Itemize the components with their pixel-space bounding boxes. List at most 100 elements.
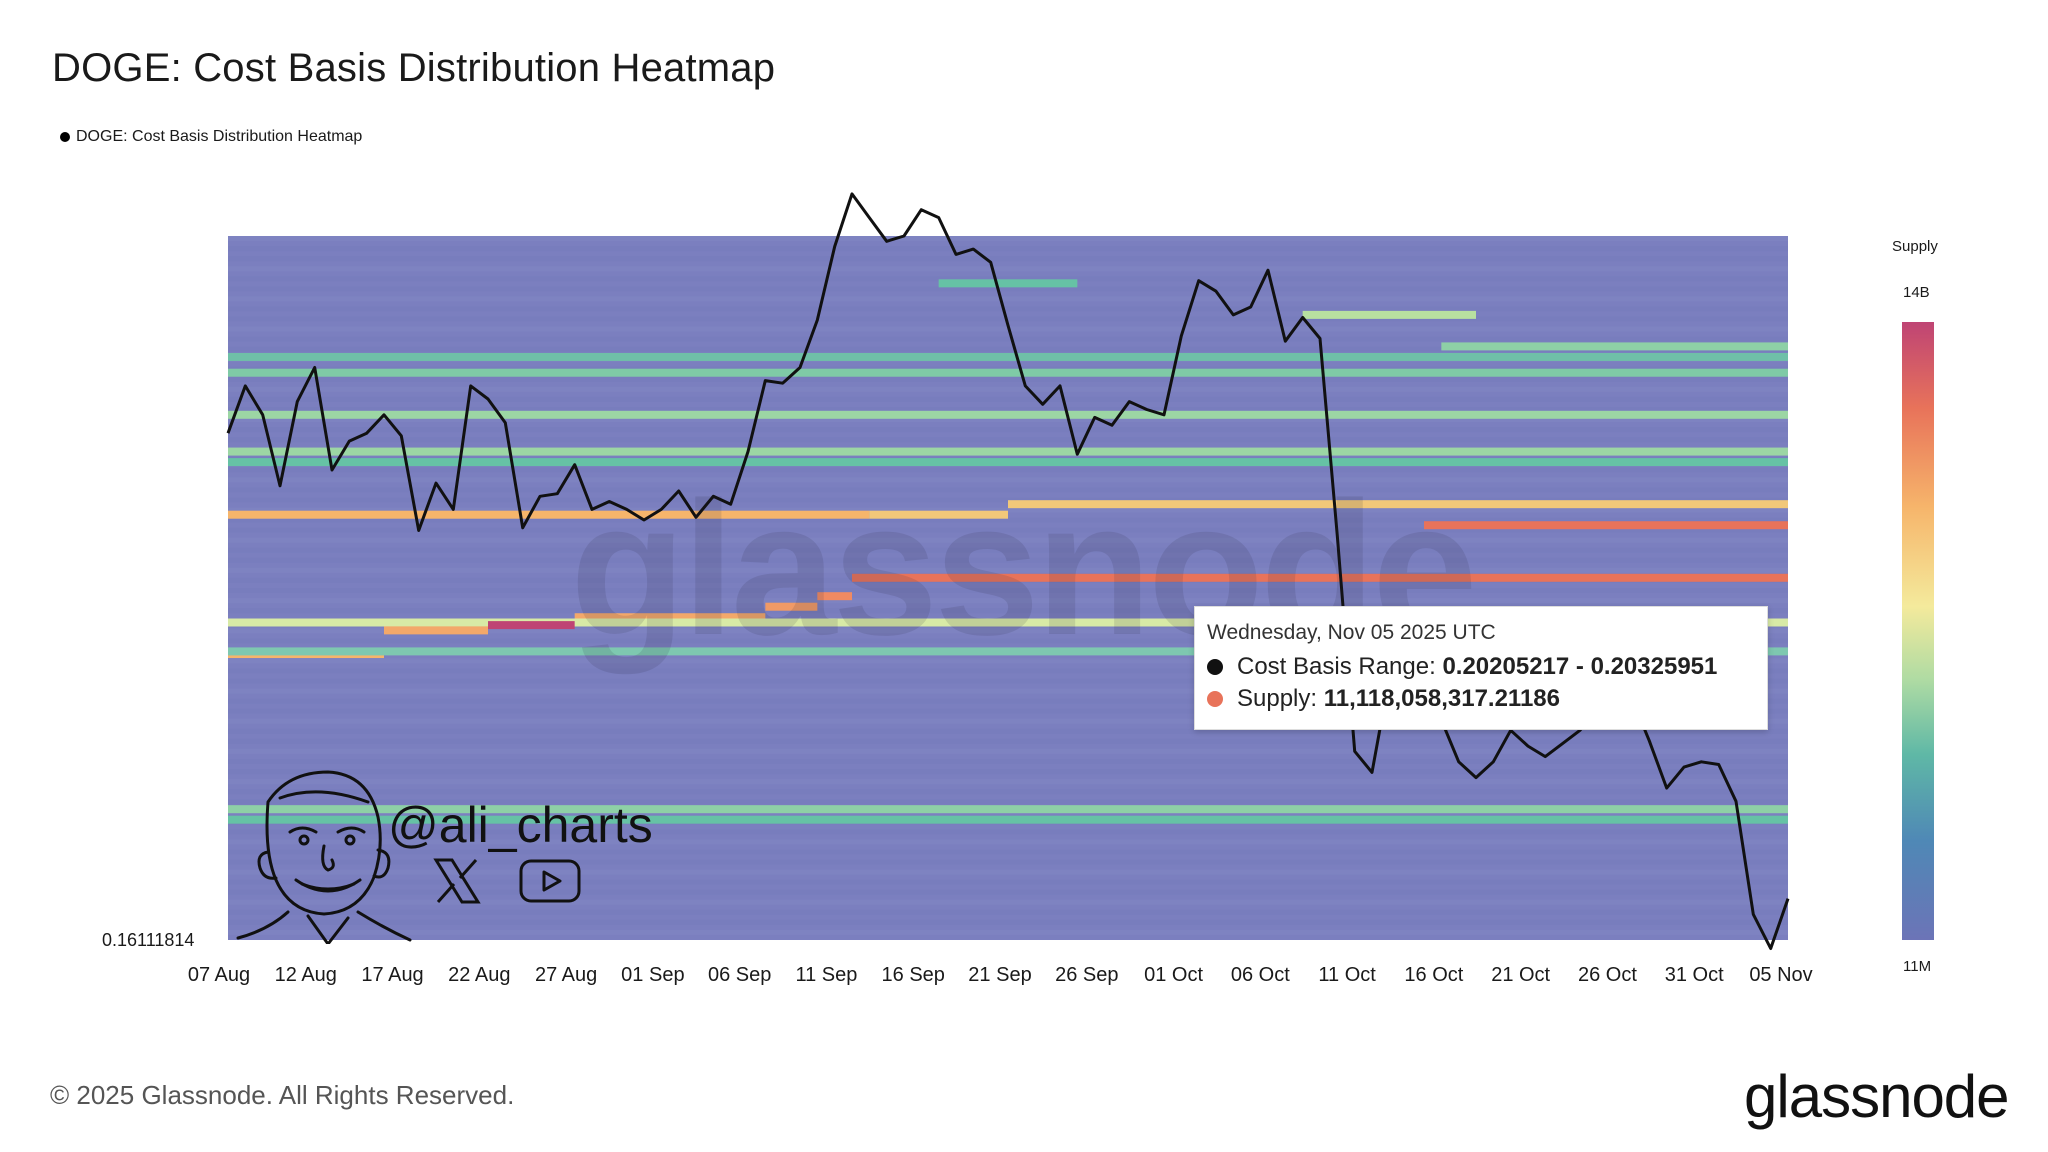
heatmap-band bbox=[869, 510, 1008, 519]
x-tick-label: 06 Oct bbox=[1230, 964, 1290, 986]
heatmap-row bbox=[228, 246, 1788, 252]
x-tick-label: 17 Aug bbox=[361, 964, 424, 986]
heatmap-row bbox=[228, 427, 1788, 433]
tooltip-supply-value: 11,118,058,317.21186 bbox=[1323, 685, 1560, 712]
heatmap-row bbox=[228, 608, 1788, 614]
heatmap-band bbox=[1441, 342, 1788, 351]
heatmap-row bbox=[228, 909, 1788, 915]
heatmap-band bbox=[765, 602, 818, 611]
heatmap-band bbox=[384, 626, 488, 635]
tooltip-range-label: Cost Basis Range: bbox=[1237, 653, 1436, 680]
heatmap-row bbox=[228, 919, 1788, 925]
heatmap-row bbox=[228, 266, 1788, 272]
heatmap-row bbox=[228, 437, 1788, 443]
tooltip-range-dot bbox=[1207, 659, 1223, 675]
heatmap-row bbox=[228, 567, 1788, 573]
heatmap-row bbox=[228, 708, 1788, 714]
heatmap-row bbox=[228, 306, 1788, 312]
heatmap-row bbox=[228, 799, 1788, 805]
heatmap-row bbox=[228, 758, 1788, 764]
x-tick-label: 01 Sep bbox=[621, 964, 685, 986]
youtube-icon[interactable] bbox=[518, 858, 582, 904]
heatmap-row bbox=[228, 698, 1788, 704]
heatmap-row bbox=[228, 296, 1788, 302]
heatmap-row bbox=[228, 738, 1788, 744]
x-tick-label: 06 Sep bbox=[707, 964, 772, 986]
colorbar-title: Supply bbox=[1892, 238, 1938, 255]
x-tick-label: 11 Sep bbox=[795, 964, 858, 986]
heatmap-row bbox=[228, 386, 1788, 392]
x-tick-label: 31 Oct bbox=[1664, 964, 1724, 986]
heatmap-band bbox=[938, 279, 1078, 288]
heatmap-row bbox=[228, 688, 1788, 694]
heatmap-row bbox=[228, 417, 1788, 423]
heatmap-row bbox=[228, 929, 1788, 935]
legend-label: DOGE: Cost Basis Distribution Heatmap bbox=[76, 128, 363, 145]
heatmap-row bbox=[228, 517, 1788, 523]
x-tick-label: 26 Sep bbox=[1055, 964, 1119, 986]
heatmap-row bbox=[228, 839, 1788, 845]
heatmap-row bbox=[228, 728, 1788, 734]
heatmap-band bbox=[228, 410, 1788, 419]
tooltip-supply-dot bbox=[1207, 691, 1223, 707]
x-tick-label: 16 Sep bbox=[881, 964, 945, 986]
heatmap-row bbox=[228, 859, 1788, 865]
legend-dot bbox=[60, 132, 70, 142]
heatmap-row bbox=[228, 376, 1788, 382]
heatmap-row bbox=[228, 889, 1788, 895]
heatmap-row bbox=[228, 547, 1788, 553]
hover-tooltip: Wednesday, Nov 05 2025 UTC Cost Basis Ra… bbox=[1194, 606, 1768, 730]
x-tick-label: 21 Oct bbox=[1491, 964, 1551, 986]
x-tick-label: 22 Aug bbox=[448, 964, 511, 986]
heatmap-row bbox=[228, 256, 1788, 262]
heatmap-row bbox=[228, 276, 1788, 282]
heatmap-band bbox=[1008, 500, 1788, 509]
x-tick-label: 07 Aug bbox=[187, 964, 251, 986]
chart-legend[interactable]: DOGE: Cost Basis Distribution Heatmap bbox=[60, 128, 362, 146]
x-tick-label: 16 Oct bbox=[1404, 964, 1464, 986]
heatmap-row bbox=[228, 346, 1788, 352]
x-tick-label: 01 Oct bbox=[1144, 964, 1204, 986]
heatmap-band bbox=[228, 647, 1788, 656]
social-icons bbox=[432, 856, 582, 906]
heatmap-row bbox=[228, 668, 1788, 674]
price-line bbox=[226, 192, 1790, 950]
heatmap-row bbox=[228, 588, 1788, 594]
author-avatar-icon bbox=[236, 770, 412, 944]
heatmap-row bbox=[228, 869, 1788, 875]
colorbar-min-label: 11M bbox=[1903, 958, 1932, 975]
heatmap-row bbox=[228, 316, 1788, 322]
heatmap-row bbox=[228, 638, 1788, 644]
author-handle: @ali_charts bbox=[388, 797, 653, 853]
heatmap-row bbox=[228, 748, 1788, 754]
heatmap-row bbox=[228, 658, 1788, 664]
heatmap-row bbox=[228, 336, 1788, 342]
heatmap-row bbox=[228, 507, 1788, 513]
x-tick-label: 27 Aug bbox=[534, 964, 598, 986]
heatmap-band bbox=[574, 613, 766, 622]
heatmap-row bbox=[228, 286, 1788, 292]
heatmap-band bbox=[228, 368, 1788, 377]
heatmap-row bbox=[228, 477, 1788, 483]
tooltip-range-row: Cost Basis Range: 0.20205217 - 0.2032595… bbox=[1207, 653, 1717, 681]
heatmap-row bbox=[228, 789, 1788, 795]
x-tick-label: 26 Oct bbox=[1577, 964, 1637, 986]
heatmap-band bbox=[228, 458, 1788, 467]
colorbar-max-label: 14B bbox=[1903, 284, 1930, 301]
heatmap-band bbox=[817, 592, 852, 601]
tooltip-range-value: 0.20205217 - 0.20325951 bbox=[1442, 653, 1718, 680]
heatmap-row bbox=[228, 557, 1788, 563]
x-tick-label: 21 Sep bbox=[968, 964, 1032, 986]
heatmap-row bbox=[228, 879, 1788, 885]
heatmap-band bbox=[228, 352, 1788, 361]
heatmap-row bbox=[228, 849, 1788, 855]
heatmap-row bbox=[228, 527, 1788, 533]
heatmap-band bbox=[228, 815, 1788, 824]
heatmap-band bbox=[228, 510, 870, 519]
chart-title: DOGE: Cost Basis Distribution Heatmap bbox=[52, 46, 776, 90]
brand-logo[interactable]: glassnode bbox=[1744, 1063, 2010, 1130]
tooltip-supply-row: Supply: 11,118,058,317.21186 bbox=[1207, 685, 1560, 713]
heatmap-band bbox=[228, 805, 1788, 814]
x-icon[interactable] bbox=[432, 856, 482, 906]
